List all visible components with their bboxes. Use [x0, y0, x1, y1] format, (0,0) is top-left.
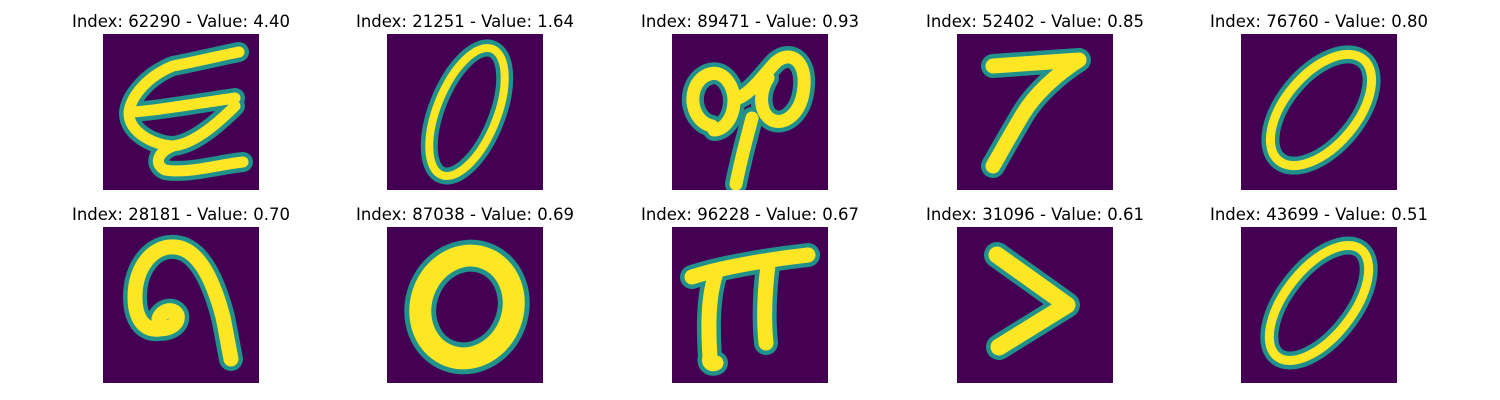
panel-4: Index: 52402 - Value: 0.85	[915, 12, 1155, 202]
panel-title: Index: 21251 - Value: 1.64	[355, 12, 574, 31]
panel-2: Index: 21251 - Value: 1.64	[345, 12, 585, 202]
panel-10: Index: 43699 - Value: 0.51	[1199, 205, 1439, 395]
panel-title: Index: 96228 - Value: 0.67	[640, 205, 859, 224]
panel-1: Index: 62290 - Value: 4.40	[61, 12, 301, 202]
digit-image	[387, 34, 543, 190]
panel-9: Index: 31096 - Value: 0.61	[915, 205, 1155, 395]
digit-image	[1241, 227, 1397, 383]
panel-title: Index: 43699 - Value: 0.51	[1209, 205, 1428, 224]
panel-title: Index: 31096 - Value: 0.61	[925, 205, 1144, 224]
digit-image	[957, 34, 1113, 190]
panel-title: Index: 76760 - Value: 0.80	[1209, 12, 1428, 31]
panel-7: Index: 87038 - Value: 0.69	[345, 205, 585, 395]
digit-image	[957, 227, 1113, 383]
panel-title: Index: 52402 - Value: 0.85	[925, 12, 1144, 31]
digit-image	[672, 34, 828, 190]
digit-image	[103, 34, 259, 190]
panel-title: Index: 87038 - Value: 0.69	[355, 205, 574, 224]
panel-title: Index: 62290 - Value: 4.40	[71, 12, 290, 31]
panel-6: Index: 28181 - Value: 0.70	[61, 205, 301, 395]
digit-image	[387, 227, 543, 383]
panel-8: Index: 96228 - Value: 0.67	[630, 205, 870, 395]
panel-title: Index: 89471 - Value: 0.93	[640, 12, 859, 31]
digit-image	[1241, 34, 1397, 190]
digit-image	[672, 227, 828, 383]
panel-5: Index: 76760 - Value: 0.80	[1199, 12, 1439, 202]
panel-title: Index: 28181 - Value: 0.70	[71, 205, 290, 224]
panel-3: Index: 89471 - Value: 0.93	[630, 12, 870, 202]
digit-image	[103, 227, 259, 383]
